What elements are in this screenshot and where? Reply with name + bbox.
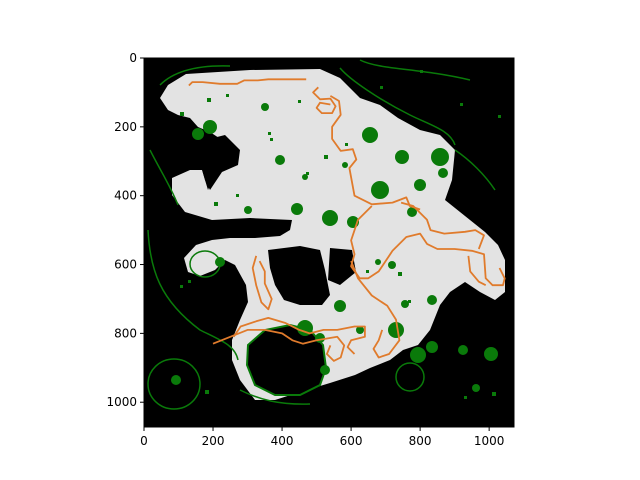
path-series-group <box>188 78 506 362</box>
path-series-5 <box>400 201 485 250</box>
path-series-10 <box>467 255 487 287</box>
map-image <box>144 58 514 427</box>
path-series-3 <box>329 95 421 211</box>
path-series-1 <box>188 78 307 87</box>
x-tick-label: 600 <box>340 434 363 448</box>
path-series-7 <box>251 255 273 311</box>
obstacle-outlines <box>147 59 496 410</box>
x-tick-label: 800 <box>409 434 432 448</box>
x-tick-label: 0 <box>140 434 148 448</box>
path-series-4 <box>350 205 506 287</box>
axes-frame <box>143 57 515 428</box>
y-tick-label: 0 <box>129 51 137 65</box>
y-axis: 0 200 400 600 800 1000 <box>106 51 144 409</box>
x-axis: 0 200 400 600 800 1000 <box>140 427 504 448</box>
y-tick-label: 200 <box>114 120 137 134</box>
obstacle-pocket-mid <box>268 246 330 305</box>
y-tick-label: 600 <box>114 258 137 272</box>
path-series-8 <box>232 316 366 355</box>
free-space-main <box>160 69 505 400</box>
path-series-9 <box>212 328 346 362</box>
x-tick-label: 1000 <box>474 434 505 448</box>
obstacle-blobs <box>171 103 498 392</box>
y-tick-label: 400 <box>114 189 137 203</box>
y-tick-label: 1000 <box>106 395 137 409</box>
scattered-debris <box>180 70 501 399</box>
path-series-2 <box>312 86 337 114</box>
obstacle-pocket-left <box>200 135 240 190</box>
path-series-6 <box>350 260 401 359</box>
y-tick-label: 800 <box>114 326 137 340</box>
obstacle-pocket-center <box>328 248 356 285</box>
x-tick-label: 200 <box>202 434 225 448</box>
x-tick-label: 400 <box>271 434 294 448</box>
